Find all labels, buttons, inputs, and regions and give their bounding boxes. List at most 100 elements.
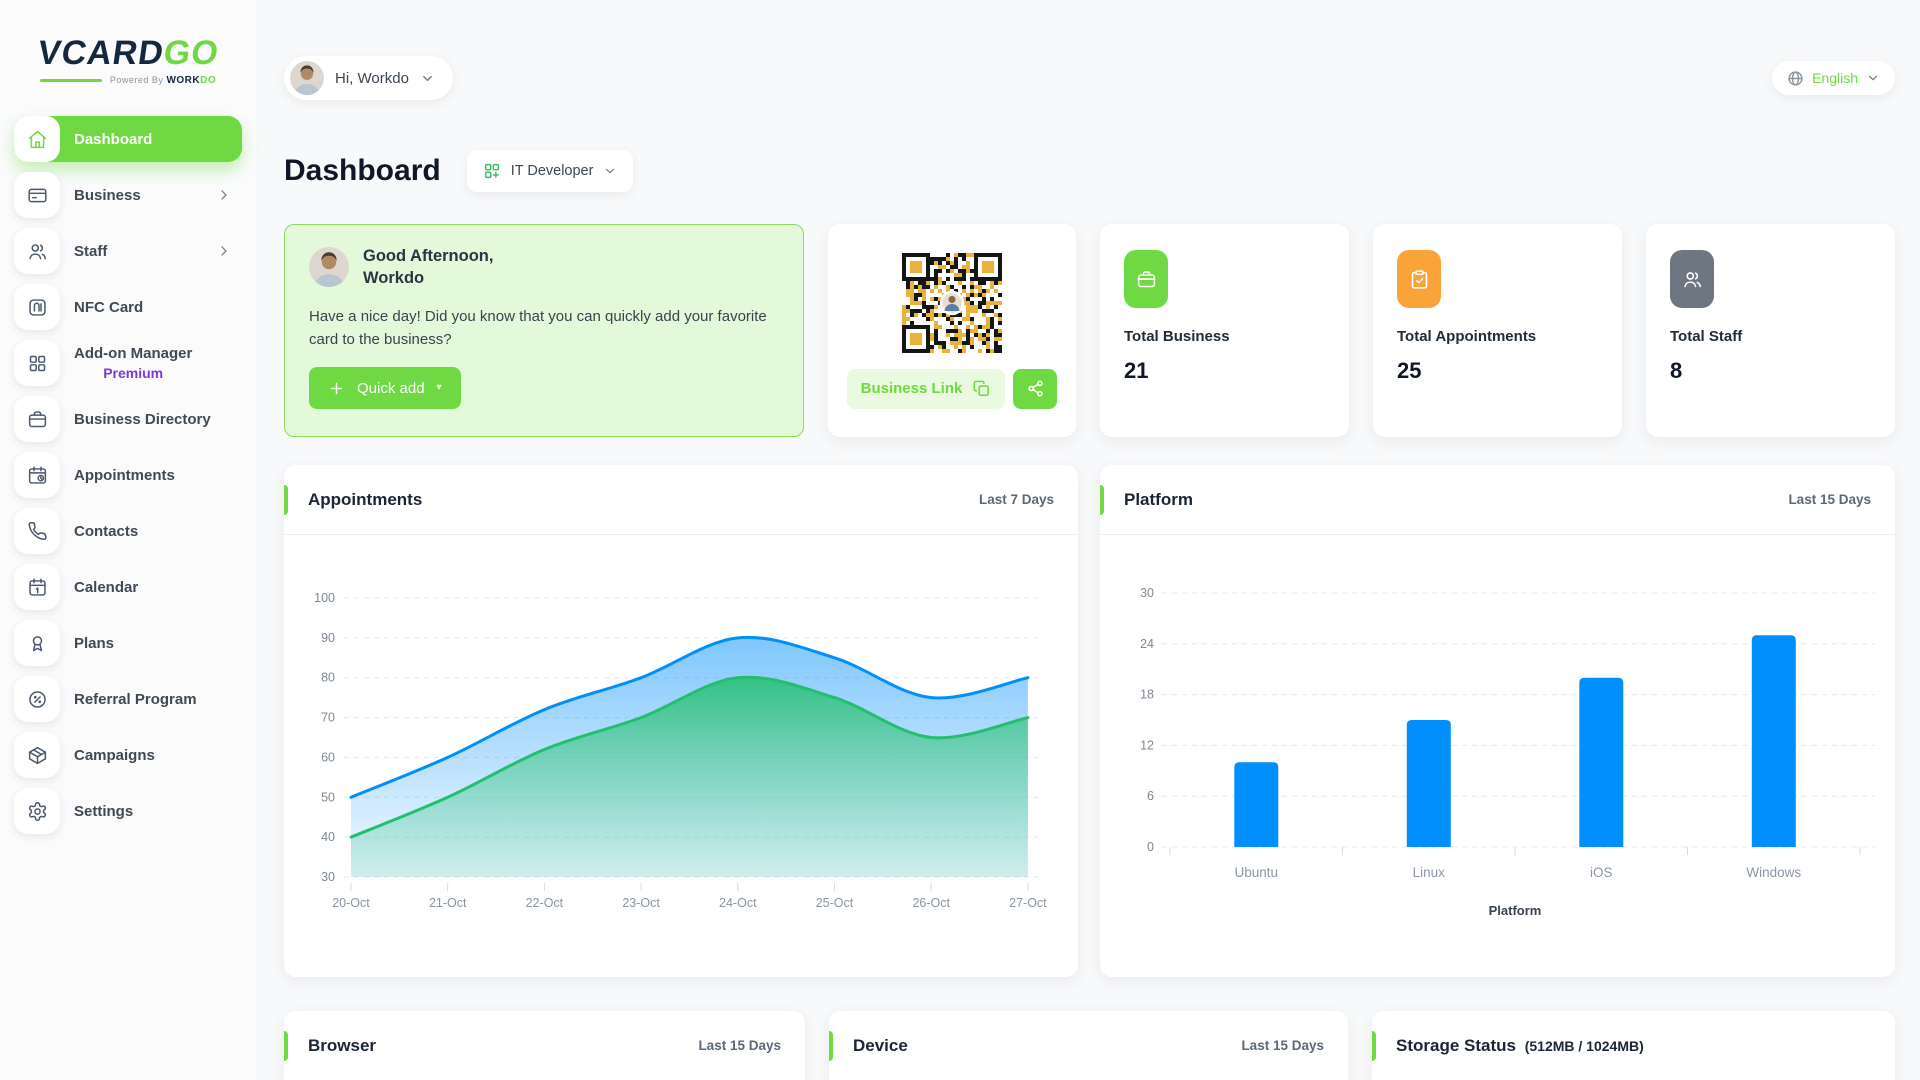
sidebar-item-calendar[interactable]: Calendar <box>14 564 242 610</box>
users-icon <box>1670 250 1714 308</box>
greeting-avatar <box>309 247 349 288</box>
svg-text:Platform: Platform <box>1489 903 1542 918</box>
svg-text:24: 24 <box>1140 637 1154 651</box>
premium-badge: Premium <box>103 365 164 381</box>
caret-down-icon: ▾ <box>436 382 442 394</box>
users-icon <box>14 228 60 274</box>
svg-text:18: 18 <box>1140 688 1154 702</box>
user-avatar <box>290 61 324 95</box>
svg-text:80: 80 <box>321 671 335 685</box>
svg-text:21-Oct: 21-Oct <box>429 896 467 910</box>
appointments-chart-title: Appointments <box>308 489 423 509</box>
settings-icon <box>14 788 60 834</box>
appointments-chart-period: Last 7 Days <box>978 492 1054 507</box>
page-title: Dashboard <box>284 154 441 187</box>
sidebar-item-settings[interactable]: Settings <box>14 788 242 834</box>
svg-text:24-Oct: 24-Oct <box>719 896 757 910</box>
sidebar-item-referral-program[interactable]: Referral Program <box>14 676 242 722</box>
svg-text:Windows: Windows <box>1746 865 1801 880</box>
greeting-body: Have a nice day! Did you know that you c… <box>309 307 767 348</box>
svg-text:25-Oct: 25-Oct <box>816 896 854 910</box>
svg-text:0: 0 <box>1147 840 1154 854</box>
brand-logo-text: VCARDGO <box>34 34 222 72</box>
svg-text:20-Oct: 20-Oct <box>332 896 370 910</box>
clipboard-check-icon <box>1397 250 1441 308</box>
globe-icon <box>1787 70 1804 87</box>
award-icon <box>14 620 60 666</box>
platform-chart-period: Last 15 Days <box>1788 492 1871 507</box>
briefcase-icon <box>1124 250 1168 308</box>
svg-text:60: 60 <box>321 750 335 764</box>
sidebar-item-contacts[interactable]: Contacts <box>14 508 242 554</box>
svg-text:22-Oct: 22-Oct <box>526 896 564 910</box>
home-icon <box>14 116 60 162</box>
calendar-clock-icon <box>14 452 60 498</box>
credit-card-icon <box>14 172 60 218</box>
user-greeting: Hi, Workdo <box>335 69 409 87</box>
business-link-button[interactable]: Business Link <box>846 368 1006 409</box>
chevron-down-icon <box>603 164 617 178</box>
calendar-icon <box>14 564 60 610</box>
sidebar-item-add-on-manager[interactable]: Add-on Manager Premium <box>14 340 242 386</box>
platform-chart-title: Platform <box>1124 489 1193 509</box>
svg-text:30: 30 <box>321 870 335 884</box>
business-selector-value: IT Developer <box>510 163 594 179</box>
briefcase-icon <box>14 396 60 442</box>
phone-icon <box>14 508 60 554</box>
summary-row: Good Afternoon, Workdo Have a nice day! … <box>284 224 1895 437</box>
browser-card: Browser Last 15 Days <box>284 1011 805 1080</box>
greeting-title: Good Afternoon, Workdo <box>363 247 494 288</box>
logo-underline <box>39 79 102 82</box>
svg-text:23-Oct: 23-Oct <box>622 896 660 910</box>
bottom-cards-row: Browser Last 15 Days Device Last 15 Days Sto… <box>284 1011 1895 1080</box>
chevron-right-icon <box>216 187 232 203</box>
badge-percent-icon <box>14 676 60 722</box>
appointments-chart-card: Appointments Last 7 Days 30 40 50 60 70 80 90 1… <box>284 465 1078 977</box>
sidebar-item-nfc-card[interactable]: NFC Card <box>14 284 242 330</box>
svg-text:70: 70 <box>321 711 335 725</box>
platform-chart-card: Platform Last 15 Days 0 6 12 18 24 30 Ubuntu Li… <box>1100 465 1895 977</box>
chevron-right-icon <box>216 243 232 259</box>
svg-text:90: 90 <box>321 631 335 645</box>
svg-text:27-Oct: 27-Oct <box>1009 896 1047 910</box>
share-icon <box>1026 379 1045 398</box>
sidebar-item-appointments[interactable]: Appointments <box>14 452 242 498</box>
copy-icon <box>972 379 991 398</box>
sidebar-item-campaigns[interactable]: Campaigns <box>14 732 242 778</box>
svg-text:100: 100 <box>314 591 335 605</box>
svg-text:Ubuntu: Ubuntu <box>1235 865 1279 880</box>
title-row: Dashboard IT Developer <box>284 150 1895 192</box>
sidebar: VCARDGO Powered By WORKDO Dashboard Busin… <box>0 0 256 1080</box>
share-button[interactable] <box>1013 368 1058 409</box>
appointments-area-chart: 30 40 50 60 70 80 90 100 20-Oct 21-Oct 22-Oct 23-Oc… <box>314 591 1047 910</box>
svg-text:iOS: iOS <box>1590 865 1613 880</box>
storage-status-card: Storage Status (512MB / 1024MB) <box>1372 1011 1895 1080</box>
greeting-card: Good Afternoon, Workdo Have a nice day! … <box>284 224 804 437</box>
stat-card-total-staff: Total Staff 8 <box>1646 224 1895 437</box>
grid-plus-icon <box>483 162 501 180</box>
brand-logo[interactable]: VCARDGO Powered By WORKDO <box>0 34 256 86</box>
device-card: Device Last 15 Days <box>829 1011 1348 1080</box>
nfc-icon <box>14 284 60 330</box>
svg-text:30: 30 <box>1140 586 1154 600</box>
qr-card: Business Link <box>828 224 1076 437</box>
sidebar-item-business-directory[interactable]: Business Directory <box>14 396 242 442</box>
sidebar-item-staff[interactable]: Staff <box>14 228 242 274</box>
sidebar-item-dashboard[interactable]: Dashboard <box>14 116 242 162</box>
stat-card-total-appointments: Total Appointments 25 <box>1373 224 1622 437</box>
svg-text:26-Oct: 26-Oct <box>912 896 950 910</box>
sidebar-item-business[interactable]: Business <box>14 172 242 218</box>
user-menu[interactable]: Hi, Workdo <box>284 56 453 100</box>
sidebar-nav: Dashboard Business Staff NFC Card Add-on Man… <box>0 116 256 834</box>
svg-text:Linux: Linux <box>1413 865 1446 880</box>
language-selector[interactable]: English <box>1772 61 1895 95</box>
plus-icon <box>328 380 345 397</box>
powered-by: Powered By WORKDO <box>0 75 256 86</box>
language-label: English <box>1812 70 1858 86</box>
package-icon <box>14 732 60 778</box>
sidebar-item-plans[interactable]: Plans <box>14 620 242 666</box>
grid-icon <box>14 340 60 386</box>
quick-add-button[interactable]: Quick add ▾ <box>309 367 461 410</box>
stat-card-total-business: Total Business 21 <box>1100 224 1349 437</box>
business-selector[interactable]: IT Developer <box>466 150 634 192</box>
